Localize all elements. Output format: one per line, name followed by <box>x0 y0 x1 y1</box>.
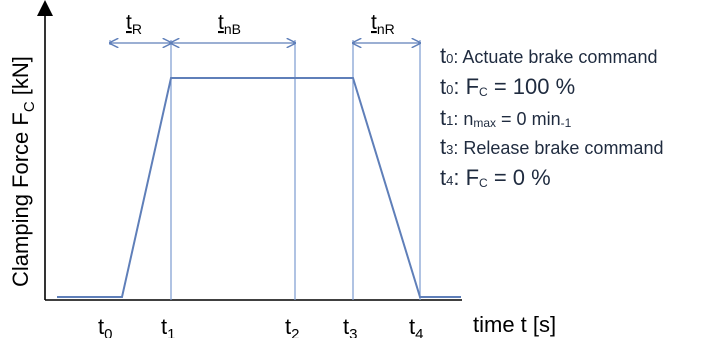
interval-label-tnB-main: t <box>218 11 224 34</box>
legend-item-speed-zero-sub3: -1 <box>560 116 572 130</box>
legend-item-release-t: t <box>440 134 447 159</box>
legend-item-force-100-text: : F <box>453 74 480 99</box>
time-marker-t1-sub: 1 <box>167 326 175 338</box>
legend-item-force-100-sub: 0 <box>446 82 454 97</box>
legend-item-actuate: t0: Actuate brake command <box>440 45 712 76</box>
legend-item-actuate-sub: 0 <box>446 51 454 66</box>
y-axis-label-subscript: C <box>21 101 38 112</box>
legend-item-force-0-text2: = 0 % <box>487 165 551 190</box>
time-marker-t2-main: t <box>285 314 291 338</box>
legend-item-release: t3: Release brake command <box>440 136 712 167</box>
legend-item-release-text: : Release brake command <box>453 138 664 158</box>
time-marker-t0-main: t <box>98 314 104 338</box>
interval-label-tnR: tnR <box>371 11 395 37</box>
y-axis-label-prefix: Clamping Force F <box>8 112 33 287</box>
legend-item-speed-zero-text2: = 0 min <box>496 109 561 129</box>
legend-item-force-0-sub2: C <box>479 176 488 190</box>
legend-item-speed-zero-sub2: max <box>473 116 497 130</box>
interval-label-tR-sub: R <box>132 21 142 37</box>
legend-item-release-sub: 3 <box>446 142 454 157</box>
legend-item-force-100-sub2: C <box>479 85 488 99</box>
legend-item-speed-zero: t1: nmax = 0 min-1 <box>440 107 712 136</box>
time-marker-t2-sub: 2 <box>291 326 299 338</box>
interval-label-tnB-sub: nB <box>224 21 241 37</box>
time-marker-t1: t1 <box>161 314 175 338</box>
time-marker-t4: t4 <box>409 314 423 338</box>
legend-item-speed-zero-t: t <box>440 105 447 130</box>
time-marker-t4-main: t <box>409 314 415 338</box>
time-marker-t3-main: t <box>343 314 349 338</box>
legend-item-force-0-t: t <box>440 165 447 190</box>
x-axis-label: time t [s] <box>473 312 556 337</box>
interval-label-tnB: tnB <box>218 11 241 37</box>
interval-label-tR-main: t <box>126 11 132 34</box>
legend-item-force-0-text: : F <box>453 165 480 190</box>
legend-item-force-100-text2: = 100 % <box>487 74 576 99</box>
legend-item-actuate-text: : Actuate brake command <box>453 47 658 67</box>
legend-item-speed-zero-text: : n <box>453 109 474 129</box>
legend-item-force-0: t4: FC = 0 % <box>440 167 712 198</box>
time-marker-t3: t3 <box>343 314 357 338</box>
time-marker-t2: t2 <box>285 314 299 338</box>
y-axis-label-suffix: [kN] <box>8 56 33 101</box>
y-axis-label: Clamping Force FC [kN] <box>8 56 38 287</box>
legend-item-force-100-t: t <box>440 74 447 99</box>
legend-item-actuate-t: t <box>440 43 447 68</box>
legend-item-speed-zero-sub: 1 <box>446 113 454 128</box>
time-marker-t0: t0 <box>98 314 112 338</box>
event-legend: t0: Actuate brake command t0: FC = 100 %… <box>440 45 712 198</box>
interval-label-tR: tR <box>126 11 142 37</box>
time-marker-t1-main: t <box>161 314 167 338</box>
interval-label-tnR-main: t <box>371 11 377 34</box>
time-marker-t3-sub: 3 <box>349 326 357 338</box>
legend-item-force-0-sub: 4 <box>446 173 454 188</box>
interval-label-tnR-sub: nR <box>377 21 395 37</box>
clamping-force-curve <box>57 77 461 298</box>
time-marker-t4-sub: 4 <box>415 326 423 338</box>
time-marker-t0-sub: 0 <box>104 326 112 338</box>
legend-item-force-100: t0: FC = 100 % <box>440 76 712 107</box>
